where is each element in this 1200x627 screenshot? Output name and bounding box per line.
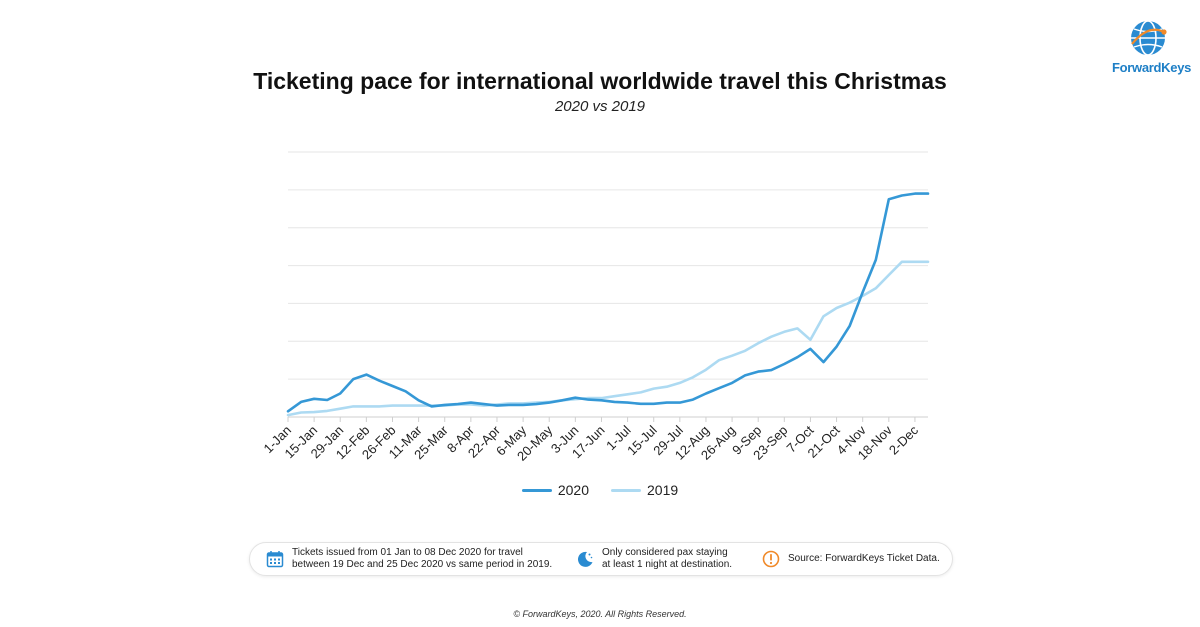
forwardkeys-logo: ForwardKeys [1112, 18, 1192, 82]
copyright-footer: © ForwardKeys, 2020. All Rights Reserved… [513, 609, 687, 619]
line-chart: 1-Jan15-Jan29-Jan12-Feb26-Feb11-Mar25-Ma… [261, 151, 930, 464]
legend-swatch-2020 [521, 488, 552, 492]
legend-swatch-2019 [611, 488, 641, 492]
notes-box: Tickets issued from 01 Jan to 08 Dec 202… [249, 542, 953, 576]
note-stay: Only considered pax staying at least 1 n… [576, 547, 746, 571]
x-tick-label: 2-Dec [886, 422, 921, 457]
note-stay-line2: at least 1 night at destination. [602, 559, 733, 570]
warning-icon [762, 550, 780, 568]
legend-label-2019: 2019 [647, 482, 679, 498]
globe-icon [1131, 20, 1167, 56]
note-date-range-line1: Tickets issued from 01 Jan to 08 Dec 202… [292, 547, 523, 558]
calendar-icon [266, 551, 284, 568]
note-source-text: Source: ForwardKeys Ticket Data. [788, 553, 940, 564]
legend-label-2020: 2020 [557, 482, 589, 498]
legend-item-2020: 2020 [521, 482, 589, 498]
chart-title: Ticketing pace for international worldwi… [253, 68, 947, 94]
series-line-2020 [286, 192, 930, 413]
series-line-2019 [286, 260, 930, 417]
note-stay-line1: Only considered pax staying [602, 547, 728, 558]
note-date-range-line2: between 19 Dec and 25 Dec 2020 vs same p… [292, 559, 553, 570]
note-date-range: Tickets issued from 01 Jan to 08 Dec 202… [266, 547, 566, 571]
legend-item-2019: 2019 [611, 482, 678, 498]
chart-legend: 2020 2019 [0, 482, 1200, 498]
moon-icon [577, 551, 593, 567]
brand-name: ForwardKeys [1112, 60, 1192, 75]
chart-subtitle: 2020 vs 2019 [554, 98, 646, 115]
note-source: Source: ForwardKeys Ticket Data. [762, 550, 940, 568]
